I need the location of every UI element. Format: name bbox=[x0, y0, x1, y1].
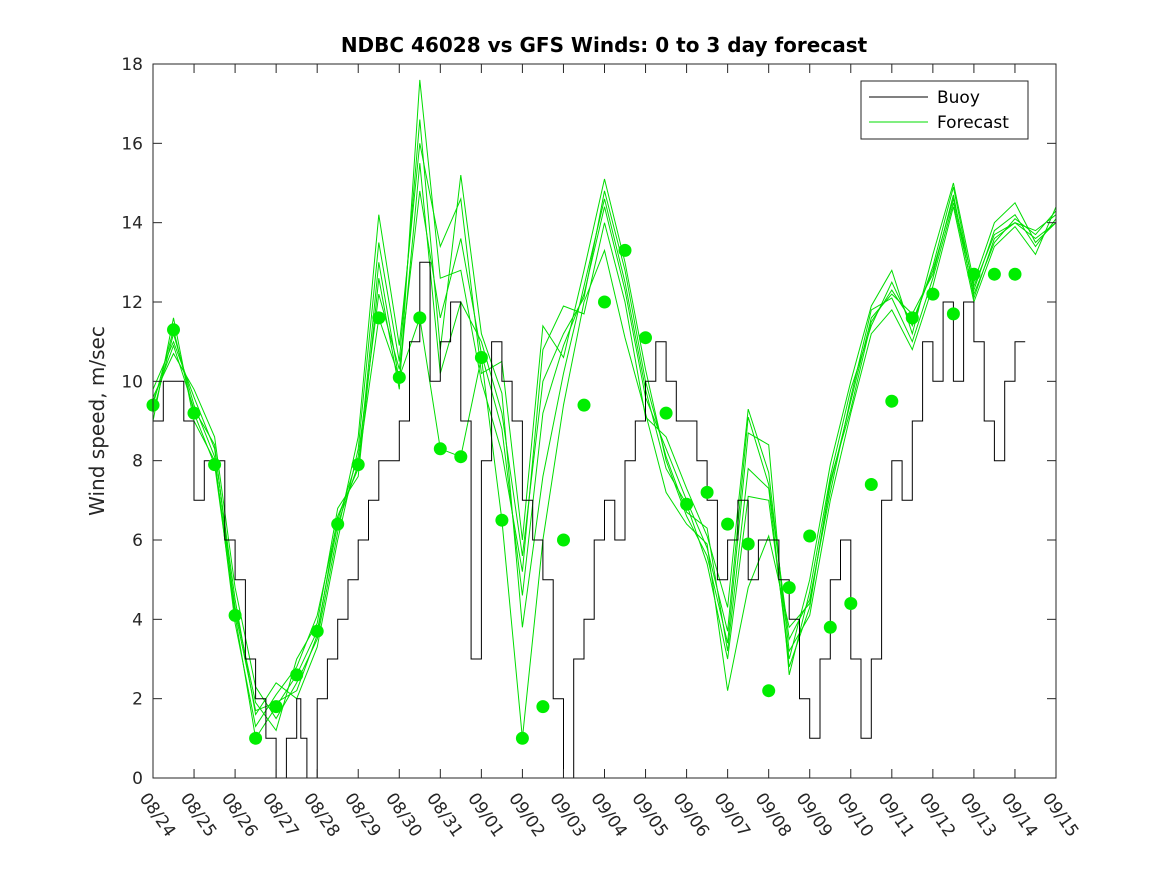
forecast-marker bbox=[864, 478, 878, 491]
forecast-marker bbox=[310, 624, 324, 638]
forecast-marker bbox=[433, 442, 447, 456]
x-tick-label: 09/04 bbox=[586, 789, 630, 841]
forecast-marker bbox=[290, 668, 304, 682]
y-tick-label: 8 bbox=[132, 452, 143, 472]
forecast-marker bbox=[351, 458, 365, 472]
x-tick-label: 09/08 bbox=[751, 789, 795, 841]
forecast-marker bbox=[249, 731, 263, 745]
y-tick-label: 16 bbox=[121, 134, 143, 154]
forecast-marker bbox=[987, 267, 1001, 281]
x-tick-label: 09/09 bbox=[792, 789, 836, 841]
forecast-marker bbox=[946, 307, 960, 321]
forecast-line-1 bbox=[152, 194, 1057, 740]
forecast-marker bbox=[823, 620, 837, 634]
forecast-line-6 bbox=[152, 163, 1057, 712]
forecast-marker bbox=[741, 537, 755, 551]
chart-title: NDBC 46028 vs GFS Winds: 0 to 3 day fore… bbox=[341, 33, 868, 57]
forecast-marker bbox=[1008, 267, 1022, 281]
y-tick-label: 12 bbox=[121, 293, 143, 313]
x-tick-label: 09/11 bbox=[874, 789, 918, 841]
x-tick-label: 09/05 bbox=[627, 789, 671, 841]
y-tick-label: 2 bbox=[132, 690, 143, 710]
forecast-marker bbox=[618, 243, 632, 257]
forecast-marker bbox=[187, 406, 201, 420]
legend-buoy-label: Buoy bbox=[937, 88, 980, 108]
forecast-marker bbox=[926, 287, 940, 301]
x-tick-label: 09/12 bbox=[915, 789, 959, 841]
x-tick-label: 09/14 bbox=[997, 789, 1041, 841]
plot-area bbox=[146, 79, 1057, 779]
y-tick-label: 10 bbox=[121, 372, 143, 392]
forecast-marker bbox=[700, 485, 714, 499]
forecast-marker bbox=[495, 513, 509, 527]
forecast-marker bbox=[557, 533, 570, 547]
forecast-marker bbox=[413, 311, 427, 325]
forecast-line-5 bbox=[152, 190, 1057, 728]
forecast-marker bbox=[208, 458, 222, 472]
forecast-marker bbox=[967, 267, 981, 281]
x-tick-label: 08/25 bbox=[176, 789, 220, 841]
buoy-line bbox=[153, 261, 1026, 779]
y-tick-label: 6 bbox=[132, 531, 143, 551]
forecast-marker bbox=[659, 406, 673, 420]
forecast-line-2 bbox=[152, 119, 1057, 716]
forecast-marker bbox=[474, 351, 488, 364]
x-tick-label: 08/31 bbox=[422, 789, 466, 841]
legend-forecast-label: Forecast bbox=[937, 113, 1009, 133]
forecast-marker bbox=[680, 497, 694, 511]
x-tick-label: 09/06 bbox=[669, 789, 713, 841]
y-tick-label: 0 bbox=[132, 769, 143, 789]
x-tick-label: 08/30 bbox=[381, 789, 425, 841]
forecast-marker bbox=[372, 311, 386, 325]
forecast-line-3 bbox=[152, 79, 1057, 732]
x-tick-label: 09/13 bbox=[956, 789, 1000, 841]
x-tick-label: 09/03 bbox=[545, 789, 589, 841]
forecast-marker bbox=[167, 323, 180, 337]
forecast-marker bbox=[392, 370, 406, 384]
forecast-marker bbox=[331, 517, 345, 531]
forecast-marker bbox=[598, 295, 611, 309]
x-tick-label: 09/15 bbox=[1038, 789, 1082, 841]
forecast-marker bbox=[885, 394, 899, 408]
x-tick-label: 09/10 bbox=[833, 789, 877, 841]
forecast-marker bbox=[721, 517, 735, 531]
y-tick-label: 14 bbox=[121, 214, 143, 234]
forecast-marker bbox=[762, 684, 776, 698]
forecast-marker bbox=[536, 700, 550, 714]
x-tick-label: 08/28 bbox=[299, 789, 343, 841]
legend: Buoy Forecast bbox=[860, 80, 1029, 140]
x-tick-label: 09/07 bbox=[710, 789, 754, 841]
forecast-marker bbox=[803, 529, 817, 543]
y-tick-label: 4 bbox=[132, 610, 143, 630]
y-axis-label: Wind speed, m/sec bbox=[85, 326, 109, 516]
x-tick-label: 08/24 bbox=[135, 789, 179, 841]
forecast-marker bbox=[782, 581, 796, 595]
forecast-marker bbox=[228, 608, 242, 622]
x-tick-label: 08/27 bbox=[258, 789, 302, 841]
x-tick-label: 08/26 bbox=[217, 789, 261, 841]
x-tick-label: 09/02 bbox=[504, 789, 548, 841]
forecast-line-4 bbox=[152, 143, 1057, 720]
forecast-marker bbox=[269, 700, 283, 714]
forecast-marker bbox=[639, 331, 652, 345]
x-tick-label: 09/01 bbox=[463, 789, 507, 841]
forecast-marker bbox=[844, 597, 858, 610]
x-tick-label: 08/29 bbox=[340, 789, 384, 841]
forecast-marker bbox=[515, 731, 529, 745]
forecast-marker bbox=[454, 450, 468, 464]
y-tick-label: 18 bbox=[121, 55, 143, 75]
legend-box bbox=[860, 80, 1029, 140]
forecast-marker bbox=[577, 398, 591, 412]
forecast-marker bbox=[905, 311, 919, 325]
